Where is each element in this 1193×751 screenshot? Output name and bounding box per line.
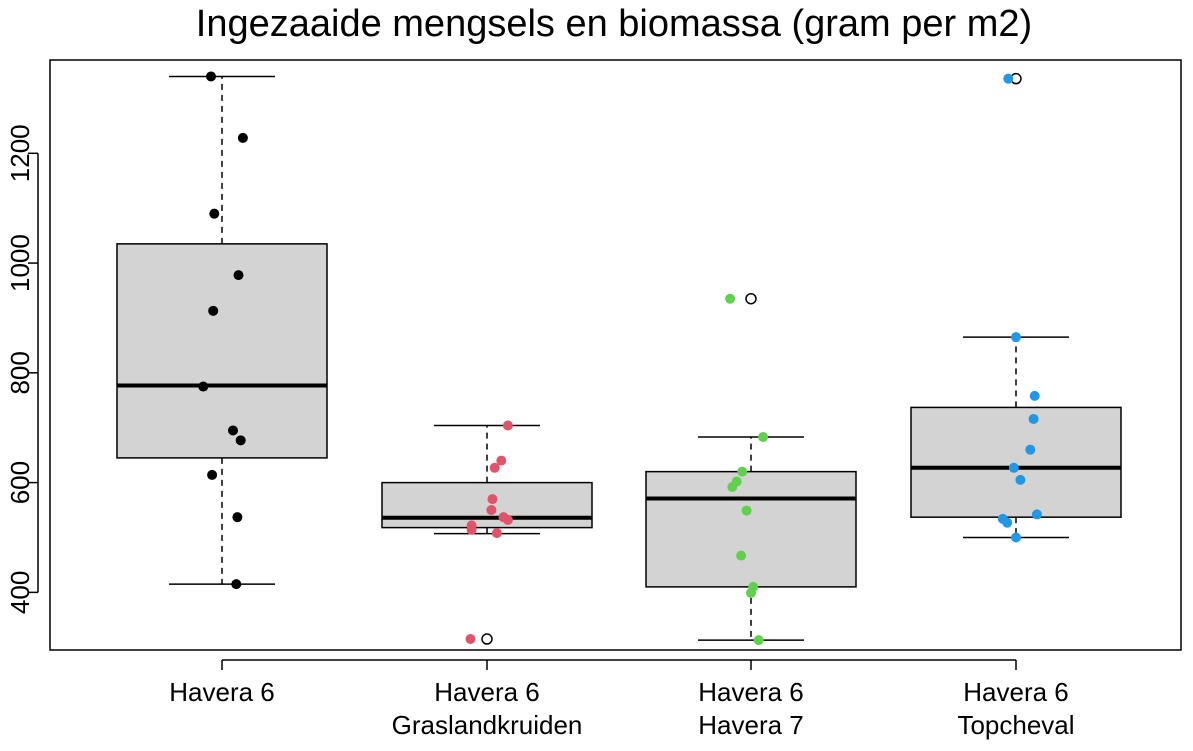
box: [645, 470, 857, 588]
data-point: [741, 505, 752, 516]
data-point: [228, 425, 238, 436]
data-point: [1025, 444, 1036, 455]
data-point: [486, 505, 497, 516]
outlier-point: [745, 292, 757, 305]
x-tick-label: Topcheval: [957, 710, 1074, 740]
data-point: [237, 132, 248, 143]
box-group: [381, 420, 593, 645]
data-point: [209, 208, 220, 219]
data-point: [489, 462, 500, 473]
plot-frame: [49, 59, 1182, 651]
x-tick-label: Havera 6: [434, 677, 540, 707]
box: [910, 406, 1122, 518]
y-tick-label: 1200: [5, 124, 35, 182]
x-tick-label: Havera 6: [698, 677, 804, 707]
box-group: [645, 292, 857, 646]
data-point: [491, 528, 502, 539]
data-point: [1003, 73, 1014, 84]
data-point: [198, 381, 209, 392]
data-point: [1029, 390, 1040, 401]
data-point: [502, 514, 513, 525]
data-point: [753, 635, 764, 646]
data-point: [736, 550, 747, 561]
data-point: [206, 71, 216, 82]
data-point: [487, 494, 498, 505]
data-point: [1028, 413, 1039, 424]
box-group: [116, 71, 328, 590]
data-point: [1002, 517, 1013, 528]
data-point: [1008, 462, 1019, 473]
y-tick-label: 400: [5, 571, 35, 614]
x-tick-label: Havera 6: [963, 677, 1069, 707]
y-tick-label: 600: [5, 461, 35, 504]
data-point: [1011, 532, 1021, 543]
data-point: [232, 512, 243, 523]
y-tick-label: 1000: [5, 234, 35, 292]
data-point: [466, 524, 477, 535]
box-groups: [116, 71, 1122, 646]
data-point: [233, 270, 244, 281]
data-point: [235, 435, 246, 446]
data-point: [727, 481, 738, 492]
data-point: [208, 305, 219, 316]
data-point: [758, 432, 769, 443]
data-point: [231, 579, 242, 590]
data-point: [496, 455, 507, 466]
data-point: [502, 420, 513, 431]
data-point: [1015, 474, 1026, 485]
x-tick-label: Graslandkruiden: [392, 710, 583, 740]
data-point: [207, 469, 218, 480]
data-point: [737, 466, 748, 477]
box-group: [910, 72, 1122, 543]
x-tick-label: Havera 6: [169, 677, 275, 707]
data-point: [1031, 509, 1042, 520]
outlier-point: [481, 633, 493, 645]
box: [381, 481, 593, 529]
box: [116, 243, 328, 459]
data-point: [1011, 332, 1021, 343]
y-tick-label: 800: [5, 351, 35, 394]
y-axis: 400 600 800 1000 1200: [5, 124, 39, 614]
data-point: [746, 587, 756, 598]
chart-title: Ingezaaide mengsels en biomassa (gram pe…: [196, 3, 1032, 45]
x-tick-label: Havera 7: [698, 710, 804, 740]
data-point: [725, 293, 736, 304]
data-point: [465, 634, 476, 645]
